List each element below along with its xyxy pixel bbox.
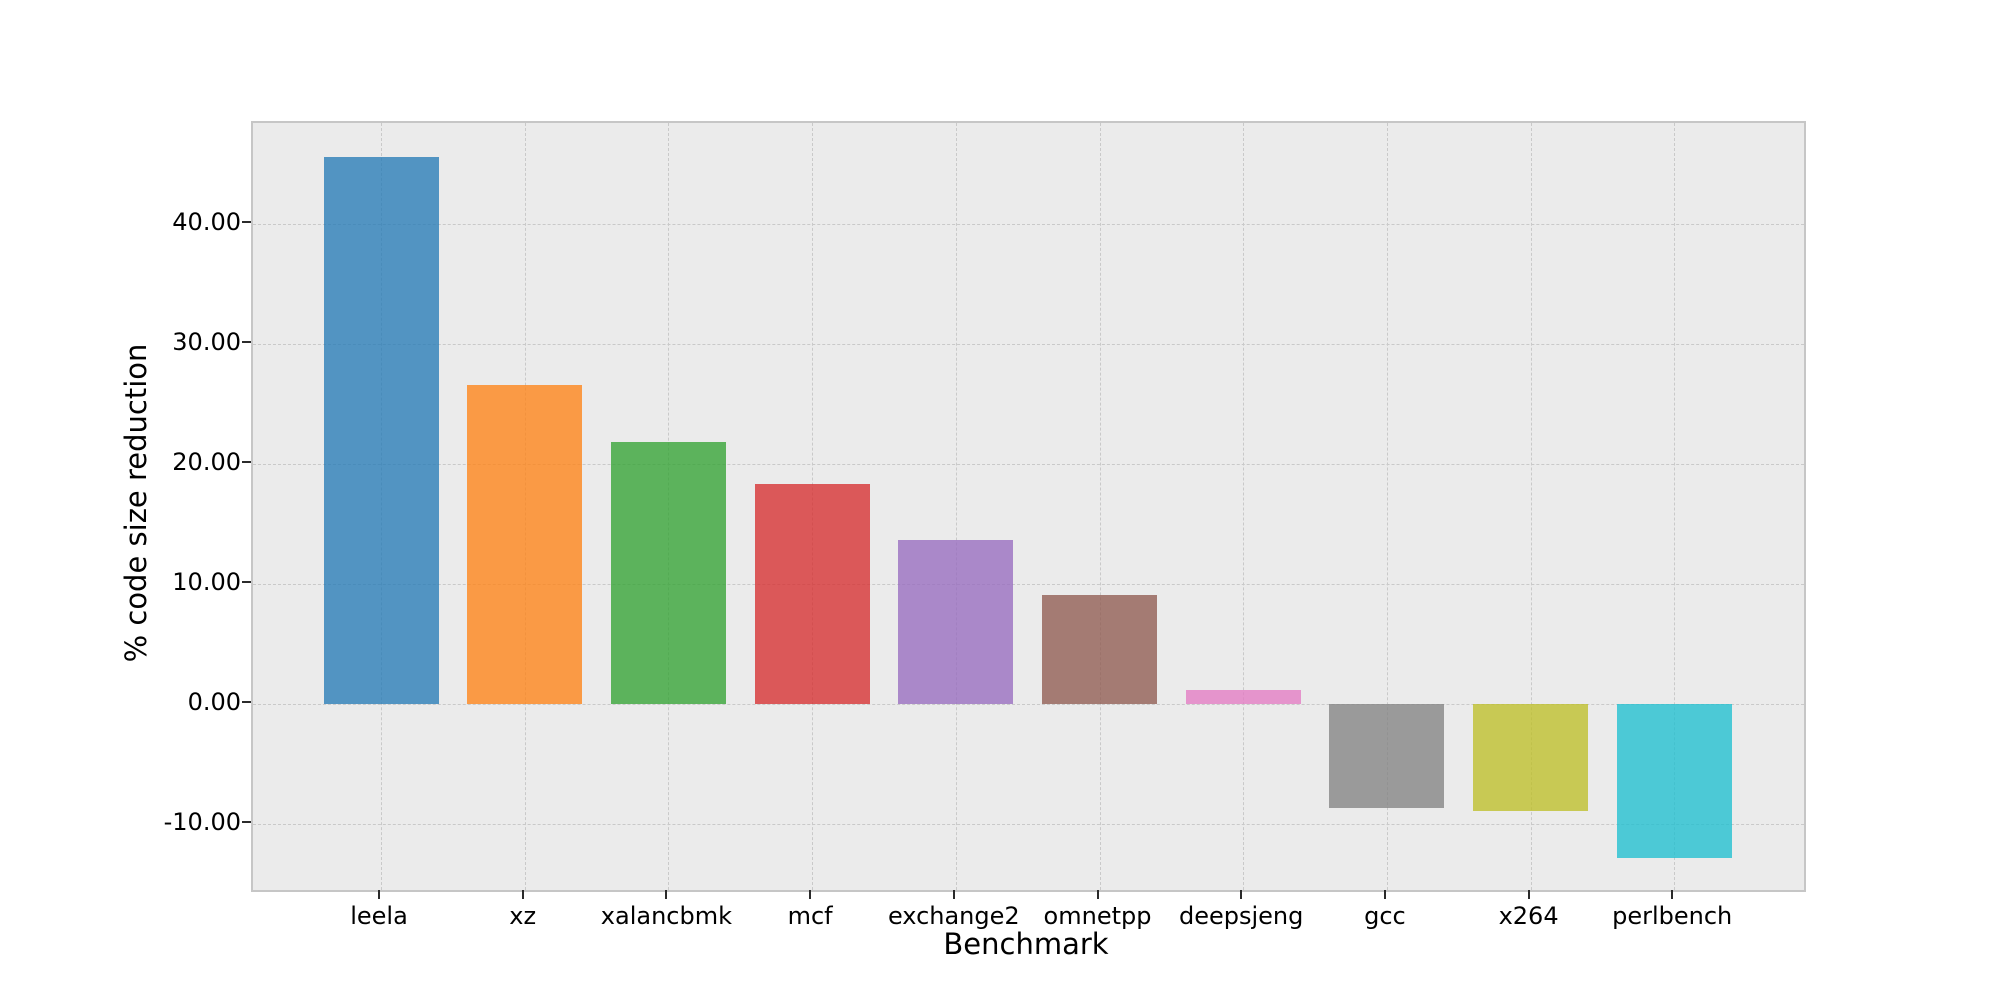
gridline-horizontal-10 <box>253 584 1804 585</box>
bar-deepsjeng <box>1185 689 1301 704</box>
y-tick-label--10: -10.00 <box>163 808 241 836</box>
bar-exchange2 <box>898 539 1014 704</box>
bar-xz <box>467 384 583 704</box>
gridline-vertical-omnetpp <box>1099 123 1101 890</box>
y-tick-label-20: 20.00 <box>172 448 241 476</box>
gridline-vertical-perlbench <box>1674 123 1676 890</box>
y-tick-mark <box>242 461 251 463</box>
bar-mcf <box>754 484 870 704</box>
bar-gcc <box>1329 704 1445 809</box>
x-tick-mark <box>1671 890 1674 899</box>
gridline-horizontal-20 <box>253 464 1804 465</box>
x-tick-mark <box>952 890 955 899</box>
x-tick-label-omnetpp: omnetpp <box>1043 902 1152 930</box>
y-tick-mark <box>242 341 251 343</box>
gridline-vertical-deepsjeng <box>1243 123 1245 890</box>
x-tick-label-mcf: mcf <box>787 902 833 930</box>
x-tick-label-perlbench: perlbench <box>1612 902 1733 930</box>
y-tick-mark <box>242 821 251 823</box>
y-tick-label-10: 10.00 <box>172 568 241 596</box>
x-tick-label-deepsjeng: deepsjeng <box>1178 902 1304 930</box>
x-tick-mark <box>809 890 812 899</box>
x-tick-label-xalancbmk: xalancbmk <box>600 902 732 930</box>
x-tick-label-x264: x264 <box>1498 902 1559 930</box>
x-tick-mark <box>1527 890 1530 899</box>
x-tick-label-leela: leela <box>350 902 408 930</box>
y-tick-mark <box>242 581 251 583</box>
gridline-vertical-exchange2 <box>955 123 957 890</box>
x-tick-mark <box>1383 890 1386 899</box>
y-tick-label-0: 0.00 <box>187 688 241 716</box>
bar-perlbench <box>1616 704 1732 858</box>
gridline-horizontal-0 <box>253 704 1804 705</box>
x-tick-label-exchange2: exchange2 <box>887 902 1020 930</box>
gridline-vertical-gcc <box>1386 123 1388 890</box>
y-tick-mark <box>242 701 251 703</box>
bar-omnetpp <box>1042 594 1157 704</box>
y-axis-label: % code size reduction <box>119 343 153 663</box>
x-axis-label: Benchmark <box>943 927 1109 961</box>
x-tick-mark <box>1240 890 1243 899</box>
gridline-horizontal--10 <box>253 824 1804 825</box>
y-tick-label-40: 40.00 <box>172 208 241 236</box>
x-tick-mark <box>521 890 524 899</box>
y-tick-label-30: 30.00 <box>172 328 241 356</box>
plot-area <box>251 121 1806 892</box>
y-tick-mark <box>242 221 251 223</box>
bar-xalancbmk <box>610 442 726 704</box>
x-tick-mark <box>665 890 668 899</box>
x-tick-label-xz: xz <box>509 902 537 930</box>
x-tick-label-gcc: gcc <box>1364 902 1406 930</box>
gridline-horizontal-40 <box>253 224 1804 225</box>
gridline-vertical-x264 <box>1530 123 1532 890</box>
gridline-horizontal-30 <box>253 344 1804 345</box>
bar-x264 <box>1473 704 1589 811</box>
bar-leela <box>323 156 439 704</box>
x-tick-mark <box>378 890 380 899</box>
x-tick-mark <box>1096 890 1099 899</box>
